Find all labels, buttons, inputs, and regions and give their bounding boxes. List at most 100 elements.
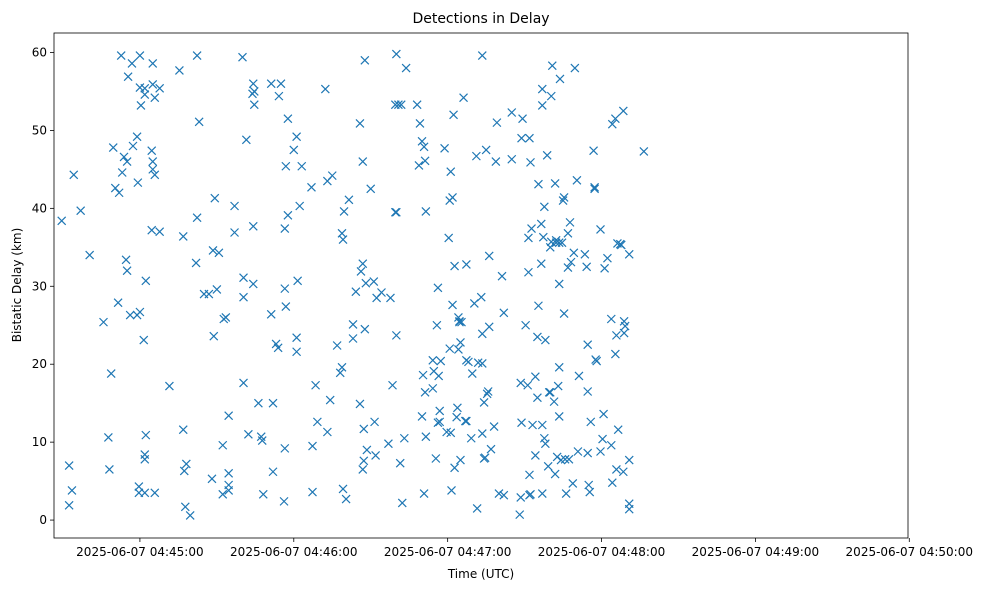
data-point [127, 58, 137, 68]
data-point [596, 224, 605, 234]
data-point [64, 500, 74, 510]
data-point [445, 344, 455, 354]
data-point [351, 287, 361, 297]
data-point [292, 333, 302, 343]
data-point [530, 372, 540, 382]
data-point [370, 417, 379, 427]
data-point [527, 224, 536, 234]
data-point [218, 440, 228, 450]
data-point [486, 444, 496, 454]
data-point [280, 224, 290, 234]
data-point [116, 51, 126, 61]
data-point [477, 51, 487, 61]
data-point [454, 344, 463, 354]
data-point [507, 154, 517, 164]
data-point [366, 184, 376, 194]
data-point [339, 207, 349, 216]
x-axis: 2025-06-07 04:45:00 2025-06-07 04:46:00 20… [76, 538, 973, 559]
data-point [461, 260, 471, 269]
data-point [388, 380, 397, 390]
data-point [230, 228, 239, 237]
data-point [545, 387, 555, 397]
data-point [538, 232, 548, 242]
data-point [449, 110, 458, 120]
x-axis-label: Time (UTC) [447, 567, 514, 581]
data-point [348, 320, 358, 329]
data-point [307, 182, 316, 192]
data-point [418, 370, 428, 380]
data-point [582, 262, 592, 272]
data-point [327, 171, 337, 181]
data-point [491, 157, 501, 167]
data-point [276, 79, 286, 89]
data-point [224, 411, 234, 421]
data-point [241, 135, 251, 145]
data-point [369, 277, 379, 287]
y-tick-label: 40 [32, 201, 47, 215]
plot-frame [53, 32, 909, 539]
data-point [489, 422, 499, 431]
data-point [539, 202, 549, 212]
y-axis-label: Bistatic Delay (km) [10, 228, 24, 343]
data-point [268, 467, 278, 477]
data-point [586, 417, 596, 427]
data-point [546, 91, 556, 101]
data-point [358, 259, 368, 269]
data-point [532, 393, 542, 403]
data-point [207, 474, 217, 484]
data-point [69, 170, 79, 180]
data-point [446, 428, 456, 438]
data-point [338, 484, 348, 494]
data-point [450, 463, 460, 473]
data-point [292, 347, 302, 357]
x-tick-label: 2025-06-07 04:50:00 [846, 545, 973, 559]
data-point [147, 146, 157, 156]
data-point [460, 416, 470, 426]
points-layer [57, 49, 649, 520]
data-point [210, 193, 220, 203]
data-point [543, 461, 553, 471]
x-tick-label: 2025-06-07 04:45:00 [76, 545, 203, 559]
data-point [248, 221, 258, 231]
data-point [150, 93, 160, 103]
data-point [355, 399, 365, 409]
data-point [128, 141, 138, 151]
data-point [224, 486, 234, 495]
data-point [396, 100, 406, 110]
data-point [155, 227, 165, 237]
data-point [132, 132, 142, 142]
data-point [150, 488, 160, 498]
data-point [455, 317, 464, 327]
data-point [611, 330, 621, 340]
data-point [390, 207, 400, 217]
data-point [537, 84, 547, 94]
data-point [481, 145, 491, 155]
data-point [135, 307, 145, 317]
data-point [248, 79, 258, 89]
data-point [537, 489, 547, 499]
data-point [289, 145, 299, 155]
data-point [179, 466, 189, 476]
data-point [141, 430, 151, 440]
data-point [420, 156, 430, 166]
data-point [524, 233, 533, 243]
data-point [383, 439, 393, 449]
data-point [433, 283, 443, 293]
data-point [106, 369, 116, 378]
data-point [421, 432, 431, 442]
data-point [550, 469, 560, 479]
data-point [341, 494, 351, 504]
data-point [119, 152, 129, 162]
data-point [603, 253, 612, 263]
data-point [448, 193, 457, 202]
data-point [419, 489, 429, 499]
data-point [570, 63, 580, 73]
data-point [606, 314, 616, 324]
data-point [559, 309, 569, 318]
data-point [140, 90, 150, 99]
data-point [446, 167, 456, 177]
x-tick-label: 2025-06-07 04:46:00 [230, 545, 357, 559]
data-point [620, 321, 630, 331]
data-point [479, 397, 489, 407]
